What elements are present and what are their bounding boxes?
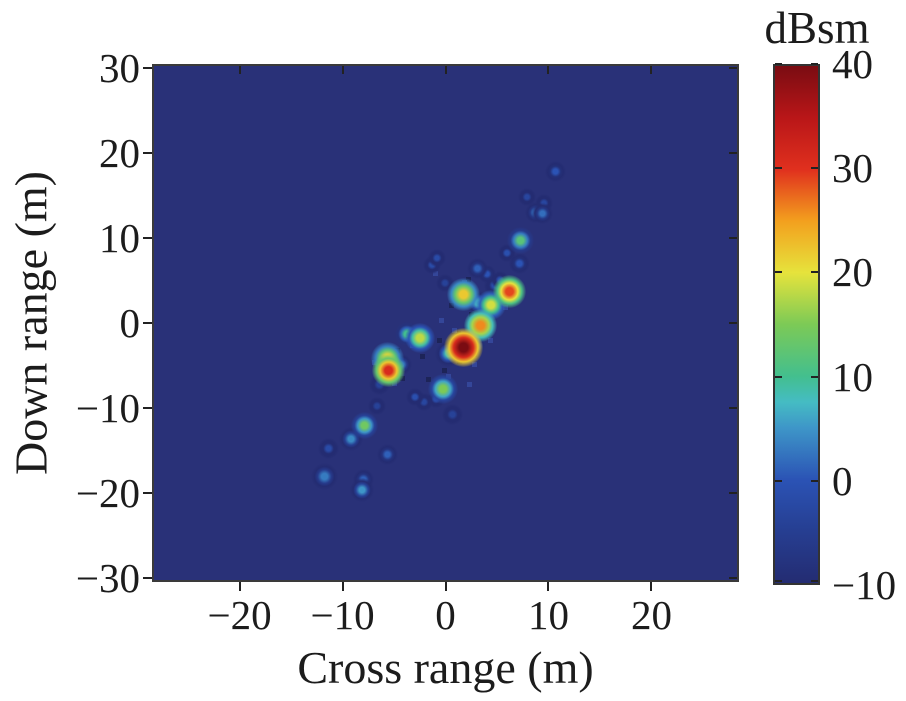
x-tick-label: −20 <box>207 592 272 638</box>
x-axis-top-tick <box>650 66 653 74</box>
noise-speck-dark <box>437 338 443 344</box>
y-tick-label: 0 <box>119 300 141 346</box>
y-axis-right-tick <box>729 576 737 579</box>
scatter-point <box>447 277 481 311</box>
x-axis-top-tick <box>238 66 241 74</box>
y-tick-label: −20 <box>75 469 140 516</box>
x-axis-tick <box>547 582 550 591</box>
y-axis-tick <box>143 322 152 324</box>
y-axis-right-tick <box>729 152 737 155</box>
noise-speck-light <box>487 338 493 344</box>
colorbar-tick-label: 30 <box>832 145 873 192</box>
y-axis-tick <box>143 576 152 579</box>
colorbar-tick-left <box>775 479 782 482</box>
noise-speck-light <box>467 381 473 387</box>
y-tick-label: −30 <box>75 554 140 601</box>
x-tick-label: 0 <box>435 592 456 638</box>
noise-speck-dark <box>425 377 431 383</box>
scatter-point <box>350 411 378 439</box>
scatter-point <box>428 248 447 267</box>
colorbar <box>773 64 820 585</box>
y-axis-tick <box>143 491 152 494</box>
x-axis-tick <box>341 582 344 591</box>
colorbar-tick-left <box>775 167 782 170</box>
x-axis-top-tick <box>341 66 344 74</box>
y-axis-tick <box>143 67 152 70</box>
y-tick-label: 30 <box>99 45 140 92</box>
scatter-point <box>377 443 399 465</box>
scatter-point <box>350 477 375 502</box>
x-axis-label: Cross range (m) <box>297 642 594 693</box>
colorbar-tick-left <box>775 580 782 582</box>
y-axis-right-tick <box>729 322 737 324</box>
plot-area <box>152 64 739 582</box>
x-tick-label: 10 <box>527 592 569 638</box>
scatter-point <box>509 253 531 275</box>
x-axis-top-tick <box>547 66 550 74</box>
y-axis-tick <box>143 406 152 409</box>
y-axis-right-tick <box>729 67 737 70</box>
colorbar-tick-label: 10 <box>832 353 873 400</box>
colorbar-tick-right <box>811 167 818 170</box>
scatter-point <box>492 274 526 308</box>
colorbar-tick-left <box>775 63 782 65</box>
y-tick-label: 20 <box>99 130 140 177</box>
scatter-point <box>405 388 424 407</box>
colorbar-tick-label: 20 <box>832 249 873 296</box>
y-axis-right-tick <box>729 406 737 409</box>
x-axis-tick <box>444 582 447 591</box>
scatter-point <box>428 373 459 404</box>
scatter-point <box>517 187 536 206</box>
x-axis-tick <box>238 582 241 591</box>
scatter-point <box>317 437 339 459</box>
colorbar-tick-right <box>811 580 818 582</box>
colorbar-tick-right <box>811 375 818 378</box>
colorbar-tick-right <box>811 479 818 482</box>
colorbar-tick-left <box>775 271 782 274</box>
scatter-point <box>507 226 535 254</box>
scatter-point <box>404 322 435 353</box>
scatter-point <box>442 403 464 425</box>
colorbar-tick-right <box>811 271 818 274</box>
x-axis-tick <box>650 582 653 591</box>
x-tick-label: −10 <box>310 592 375 638</box>
noise-speck-light <box>472 362 478 368</box>
scatter-point <box>466 257 488 279</box>
scatter-point <box>444 327 484 367</box>
noise-speck-dark <box>400 376 406 382</box>
y-axis-right-tick <box>729 237 737 240</box>
scatter-point <box>531 203 553 225</box>
noise-speck-light <box>433 271 439 277</box>
y-tick-label: 10 <box>99 215 140 262</box>
colorbar-title: dBsm <box>764 3 870 53</box>
y-axis-right-tick <box>729 491 737 494</box>
scatter-point <box>545 160 567 182</box>
x-axis-top-tick <box>444 66 447 74</box>
colorbar-tick-right <box>811 63 818 65</box>
scatter-point <box>311 462 339 490</box>
colorbar-tick-label: 0 <box>832 457 853 504</box>
x-tick-label: 20 <box>630 592 672 638</box>
colorbar-tick-label: 40 <box>832 41 873 87</box>
colorbar-tick-left <box>775 375 782 378</box>
noise-speck-dark <box>442 368 448 373</box>
colorbar-tick-label: −10 <box>832 562 897 608</box>
noise-speck-light <box>439 317 445 323</box>
y-tick-label: −10 <box>75 384 140 431</box>
noise-speck-dark <box>419 353 425 359</box>
y-axis-tick <box>143 152 152 155</box>
scatter-point <box>368 396 387 415</box>
scatter-point <box>372 353 406 387</box>
y-axis-tick <box>143 237 152 240</box>
